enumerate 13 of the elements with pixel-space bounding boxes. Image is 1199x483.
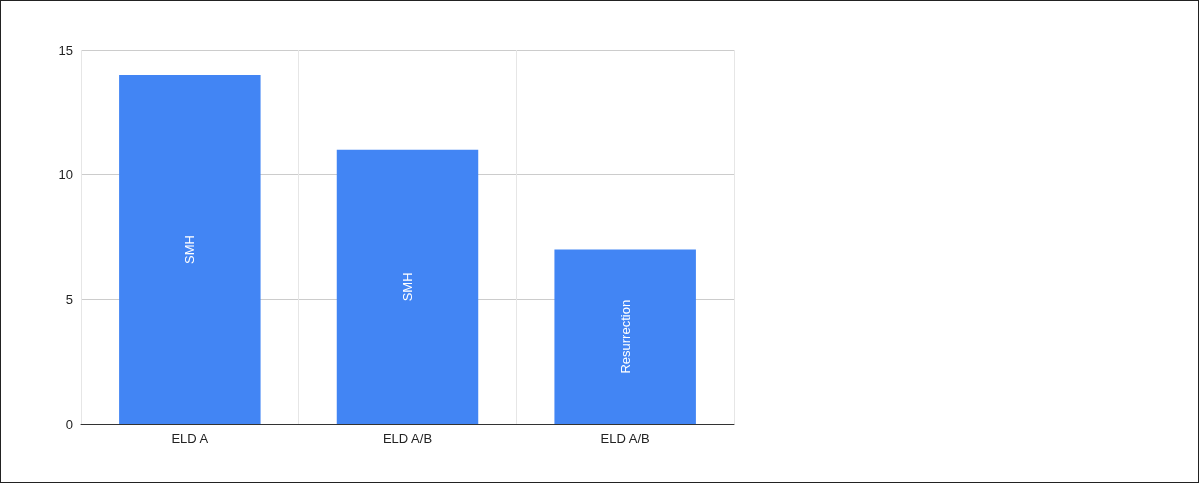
x-tick-label: ELD A/B [600, 431, 650, 446]
x-tick-label: ELD A [171, 431, 209, 446]
y-tick-label: 5 [65, 291, 73, 307]
y-tick-label: 15 [58, 42, 73, 58]
data-label: Resurrection [617, 299, 633, 374]
y-tick-label: 10 [58, 167, 73, 183]
data-label: SMH [400, 272, 415, 302]
bar [119, 74, 261, 424]
x-tick-label: ELD A/B [382, 431, 433, 446]
y-tick-label: 0 [65, 416, 73, 432]
bar [554, 249, 696, 424]
data-label: SMH [182, 235, 198, 264]
bar [336, 149, 479, 424]
